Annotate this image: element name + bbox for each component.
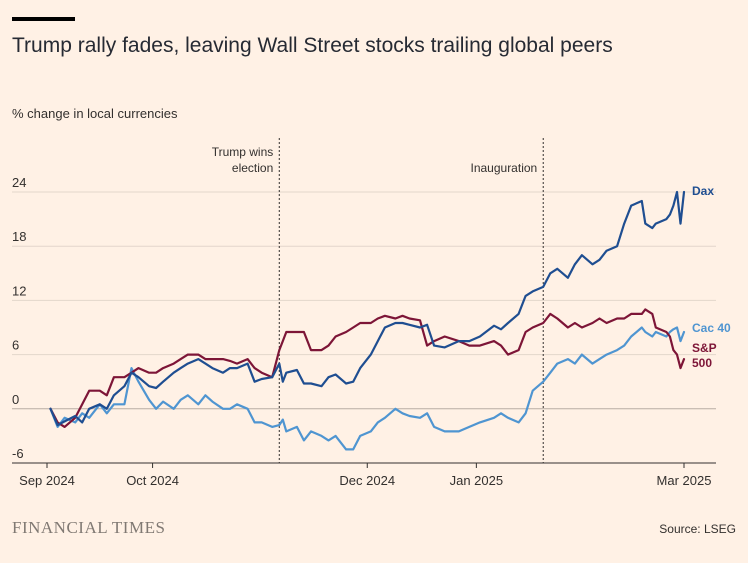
y-tick-label: 12 (12, 283, 26, 298)
series-line-cac-40 (49, 326, 686, 451)
x-tick-label: Dec 2024 (339, 473, 395, 488)
chart-subtitle: % change in local currencies (12, 106, 178, 121)
ft-top-rule (12, 17, 75, 21)
x-tick-label: Mar 2025 (657, 473, 712, 488)
x-tick-label: Sep 2024 (19, 473, 75, 488)
annotation-label: Trump wins (212, 145, 274, 159)
y-tick-label: 24 (12, 175, 26, 190)
series-label: 500 (692, 356, 712, 370)
y-tick-label: 0 (12, 392, 19, 407)
y-tick-label: 6 (12, 338, 19, 353)
series-label: Dax (692, 184, 714, 198)
annotation-label: election (232, 161, 273, 175)
x-tick-label: Oct 2024 (126, 473, 179, 488)
chart-title: Trump rally fades, leaving Wall Street s… (12, 34, 613, 57)
annotation-label: Inauguration (470, 161, 537, 175)
series-line-dax (49, 190, 686, 427)
y-tick-label: -6 (12, 446, 24, 461)
y-tick-label: 18 (12, 229, 26, 244)
series-line-s-p-500 (49, 308, 686, 428)
x-tick-label: Jan 2025 (450, 473, 504, 488)
series-label: Cac 40 (692, 321, 731, 335)
source-note: Source: LSEG (659, 522, 736, 536)
ft-brand: FINANCIAL TIMES (12, 518, 166, 537)
series-label: S&P (692, 341, 717, 355)
